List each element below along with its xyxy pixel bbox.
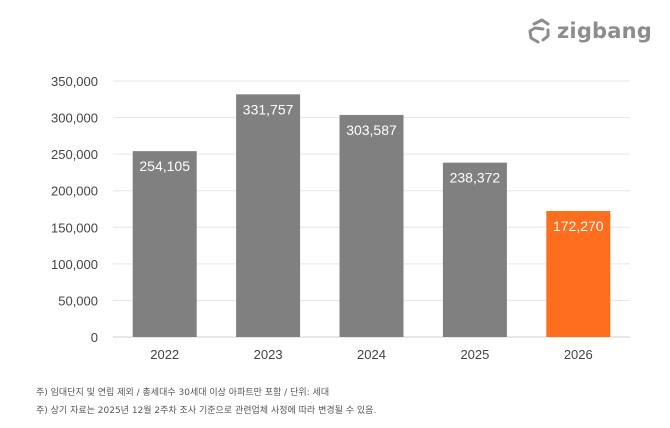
bar-2026 <box>546 210 611 337</box>
bar-2024 <box>339 114 404 338</box>
brand-logo: zigbang <box>526 18 652 44</box>
y-tick-label: 0 <box>91 330 98 345</box>
bar-value-label: 303,587 <box>346 122 397 138</box>
y-tick-label: 150,000 <box>51 220 98 235</box>
y-tick-label: 100,000 <box>51 257 98 272</box>
y-axis-ticks: 0 50,000 100,000 150,000 200,000 250,000 300,0… <box>51 74 98 345</box>
footnote-scope: 주) 임대단지 및 연립 제외 / 총세대수 30세대 이상 아파트만 포함 /… <box>36 388 330 398</box>
footnote-source: 주) 상기 자료는 2025년 12월 2주차 조사 기준으로 관련업체 사정에… <box>36 406 377 416</box>
y-tick-label: 300,000 <box>51 111 98 126</box>
zigbang-house-icon <box>528 18 550 44</box>
x-axis-ticks: 2022 2023 2024 2025 2026 <box>150 347 593 362</box>
bars <box>132 94 611 338</box>
x-tick-label: 2024 <box>357 347 386 362</box>
brand-name: zigbang <box>557 19 653 43</box>
value-labels: 254,105 331,757 303,587 238,372 172,270 <box>139 101 603 234</box>
bar-2022 <box>132 151 197 337</box>
y-tick-label: 50,000 <box>58 293 98 308</box>
x-tick-label: 2026 <box>564 347 593 362</box>
bar-value-label: 172,270 <box>553 218 604 234</box>
y-tick-label: 200,000 <box>51 184 98 199</box>
y-tick-label: 250,000 <box>51 147 98 162</box>
bar-2025 <box>442 162 507 337</box>
bar-value-label: 254,105 <box>139 158 190 174</box>
x-tick-label: 2022 <box>150 347 179 362</box>
bar-value-label: 238,372 <box>450 170 501 186</box>
x-tick-label: 2025 <box>460 347 489 362</box>
bar-2023 <box>236 94 301 338</box>
bar-value-label: 331,757 <box>243 101 294 117</box>
x-tick-label: 2023 <box>254 347 283 362</box>
y-tick-label: 350,000 <box>51 74 98 89</box>
